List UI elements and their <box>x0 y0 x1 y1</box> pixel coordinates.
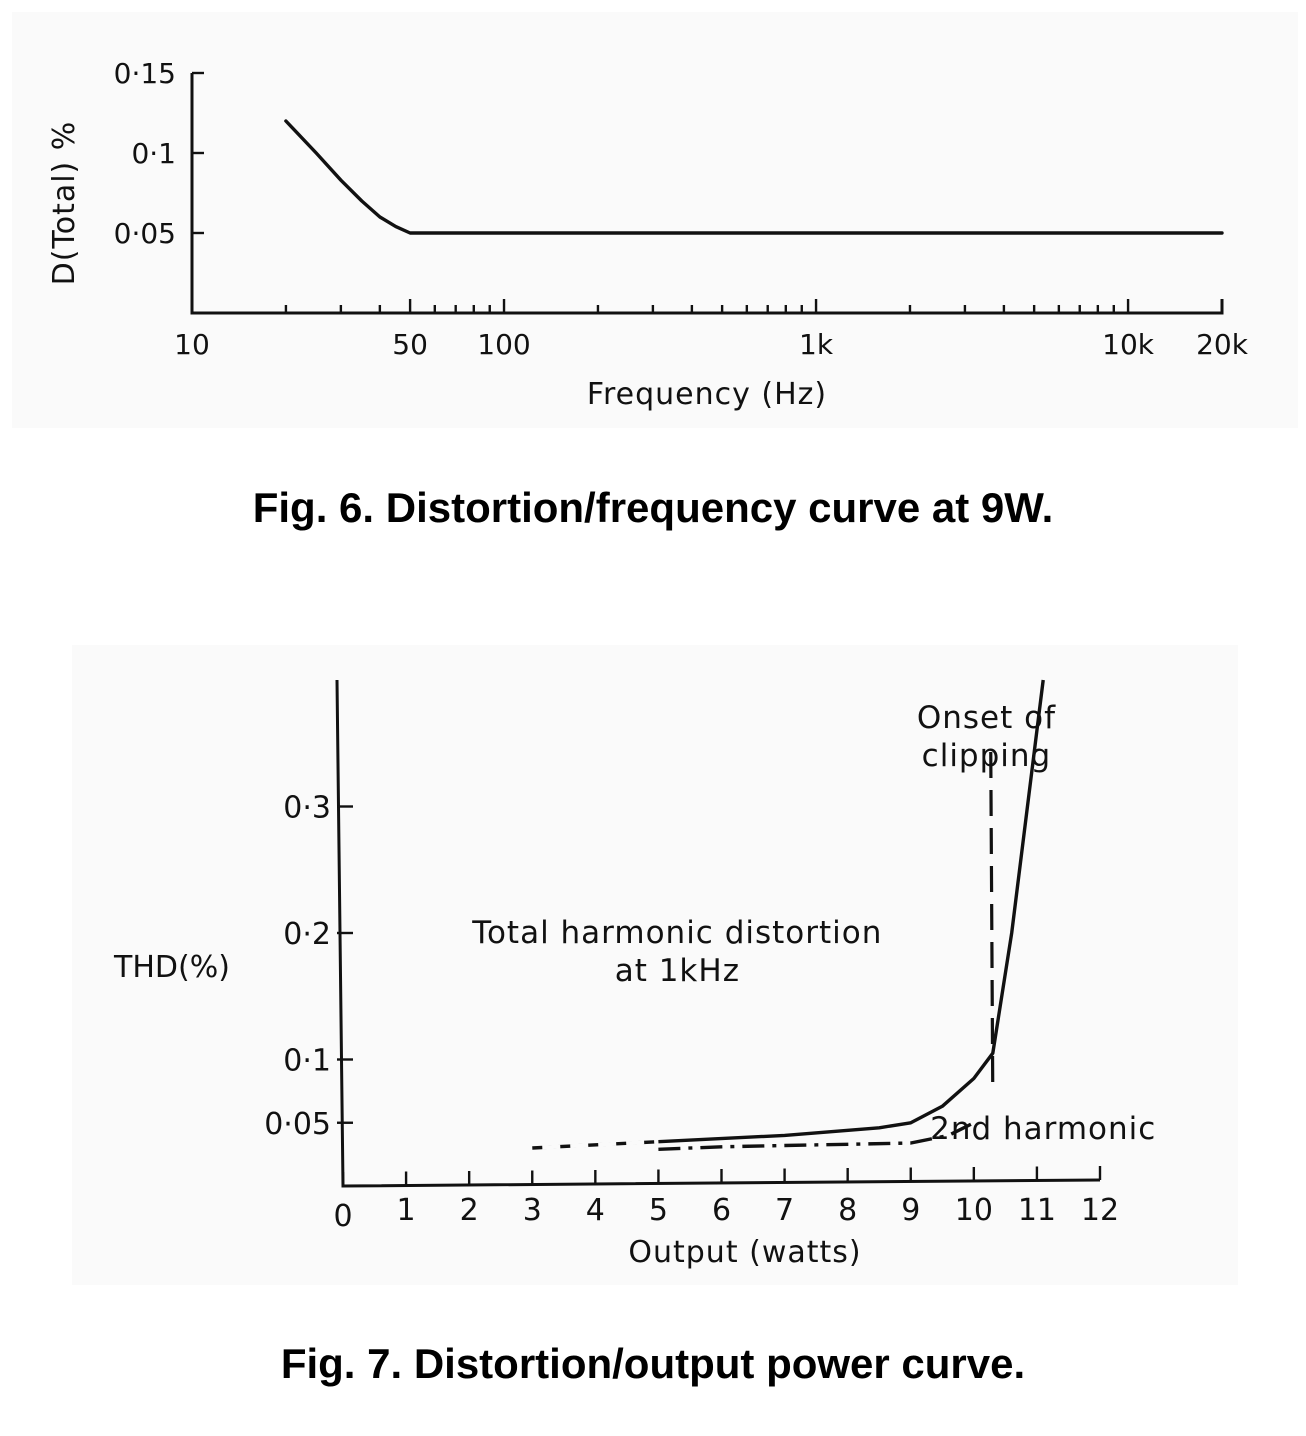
fig6-series-line <box>284 119 1224 235</box>
fig6-x-tick-label: 50 <box>392 328 428 361</box>
fig6-y-tick-label: 0·05 <box>114 217 176 250</box>
fig7-y-axis-label: THD(%) <box>113 950 230 985</box>
fig7-x-tick-label: 11 <box>1018 1193 1056 1228</box>
fig7-x-tick-label: 0 <box>333 1199 352 1234</box>
fig7-thd-line <box>532 679 1045 1150</box>
fig7-y-tick-label: 0·1 <box>283 1044 331 1079</box>
fig6-x-tick-label: 100 <box>477 328 530 361</box>
fig7-clipping-annotation-line: Onset of <box>917 700 1056 736</box>
fig6-y-tick-label: 0·1 <box>131 137 176 170</box>
fig6-axes <box>190 73 1224 315</box>
fig7-x-tick-label: 3 <box>523 1193 542 1228</box>
fig7-y-tick-label: 0·05 <box>264 1107 331 1142</box>
fig6-x-tick-label: 10 <box>174 328 210 361</box>
fig6-x-tick-label: 1k <box>799 328 834 361</box>
fig7-x-tick-label: 6 <box>712 1193 731 1228</box>
fig6-y-tick-label: 0·15 <box>114 57 176 90</box>
fig6-caption: Fig. 6. Distortion/frequency curve at 9W… <box>252 484 1054 531</box>
fig7-x-tick-label: 7 <box>775 1193 794 1228</box>
fig7-thd-annotation-line: Total harmonic distortion <box>471 915 882 951</box>
fig6-y-axis-label: D(Total) % <box>47 121 82 286</box>
fig7-x-tick-label: 8 <box>838 1193 857 1228</box>
fig7-x-tick-label: 10 <box>955 1193 993 1228</box>
fig7-caption: Fig. 7. Distortion/output power curve. <box>280 1340 1026 1387</box>
fig7-clipping-annotation-line: clipping <box>922 738 1052 774</box>
fig7-chart-panel <box>72 645 1238 1285</box>
fig7-x-tick-label: 9 <box>901 1193 920 1228</box>
fig7-thd-dash-gaps <box>532 1139 659 1150</box>
fig7-x-tick-label: 2 <box>460 1193 479 1228</box>
fig7-x-tick-label: 12 <box>1081 1193 1119 1228</box>
fig7-x-tick-label: 5 <box>649 1193 668 1228</box>
fig7-second-harmonic-annotation-line: 2nd harmonic <box>930 1111 1156 1147</box>
fig7-y-tick-label: 0·3 <box>283 791 331 826</box>
fig6-x-axis-label: Frequency (Hz) <box>587 377 827 412</box>
fig7-x-tick-label: 4 <box>586 1193 605 1228</box>
fig6-chart-panel <box>12 12 1298 428</box>
fig6-x-tick-label: 10k <box>1102 328 1155 361</box>
fig7-thd-annotation-line: at 1kHz <box>615 953 740 989</box>
fig7-second-harmonic-line <box>658 1121 975 1151</box>
fig7-y-tick-label: 0·2 <box>283 917 331 952</box>
fig7-clipping-marker-line <box>989 751 995 1091</box>
fig7-x-tick-label: 1 <box>397 1193 416 1228</box>
fig6-x-tick-label: 20k <box>1196 328 1249 361</box>
fig7-x-axis-label: Output (watts) <box>628 1235 861 1270</box>
